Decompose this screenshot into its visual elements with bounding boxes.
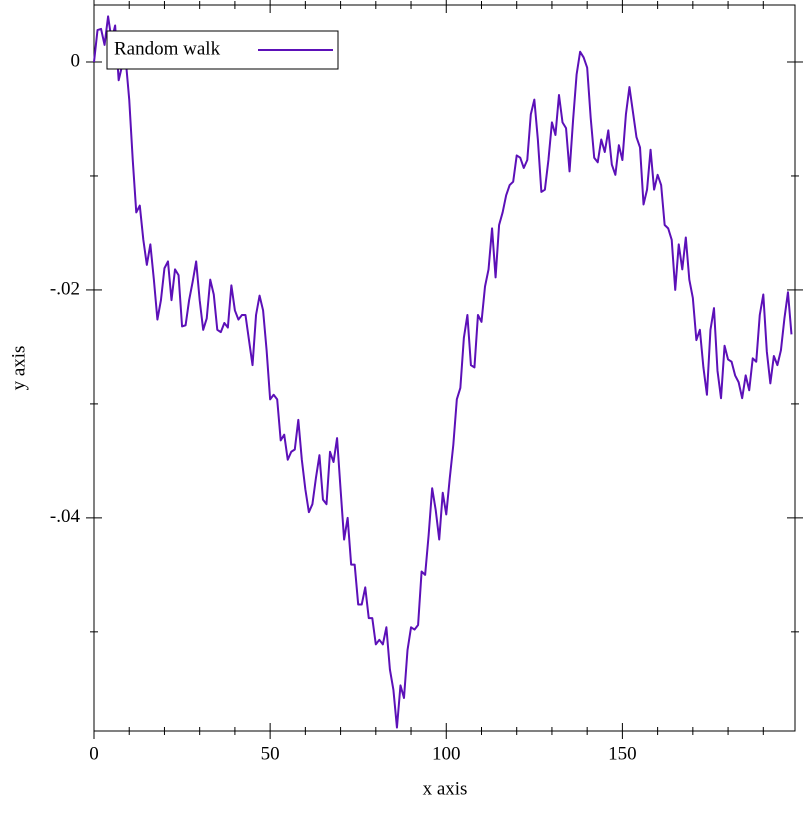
y-tick-label: -.04 [50, 506, 81, 527]
y-tick-label: -.02 [50, 278, 80, 299]
legend-label: Random walk [114, 38, 221, 59]
x-tick-label: 100 [432, 743, 461, 764]
x-axis-label: x axis [423, 778, 468, 799]
plot-frame [93, 4, 796, 732]
x-tick-label: 50 [261, 743, 280, 764]
y-tick-label: 0 [71, 50, 81, 71]
x-tick-label: 0 [89, 743, 99, 764]
legend: Random walk [106, 30, 339, 70]
x-tick-label: 150 [608, 743, 637, 764]
series-line [93, 15, 793, 729]
y-axis-label: y axis [8, 346, 29, 391]
